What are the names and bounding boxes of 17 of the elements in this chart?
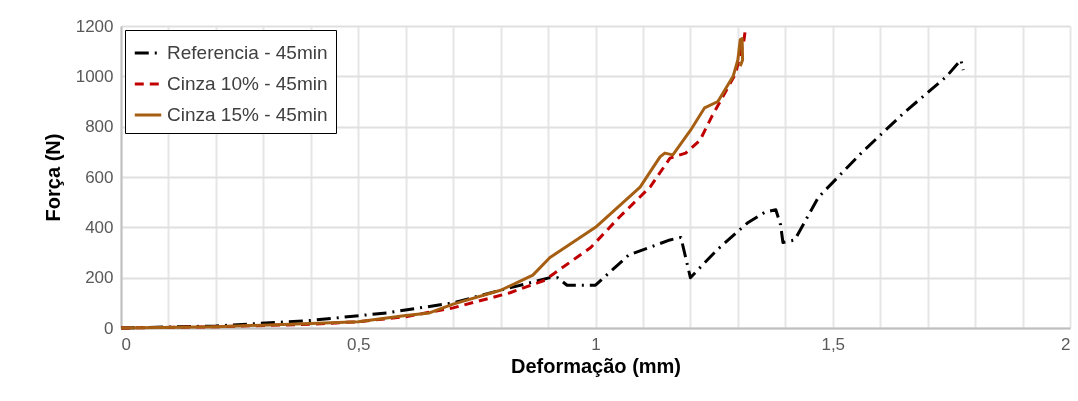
- y-tick-label: 400: [85, 217, 114, 237]
- x-tick-label: 2: [1061, 334, 1071, 354]
- x-tick-label: 1,5: [821, 334, 846, 354]
- legend-label: Cinza 10% - 45min: [167, 73, 328, 94]
- x-axis-title: Deformação (mm): [510, 354, 682, 377]
- y-tick-label: 0: [104, 318, 114, 338]
- x-tick-label: 0: [121, 334, 131, 354]
- y-tick-label: 600: [85, 167, 114, 187]
- y-tick-label: 1200: [75, 16, 114, 36]
- legend-label: Cinza 15% - 45min: [167, 104, 328, 125]
- y-tick-label: 800: [85, 117, 114, 137]
- y-axis-title: Força (N): [41, 133, 64, 222]
- legend-label: Referencia - 45min: [167, 42, 328, 63]
- y-tick-label: 200: [85, 268, 114, 288]
- x-tick-label: 1: [591, 334, 601, 354]
- x-tick-label: 0,5: [346, 334, 371, 354]
- y-tick-label: 1000: [75, 66, 114, 86]
